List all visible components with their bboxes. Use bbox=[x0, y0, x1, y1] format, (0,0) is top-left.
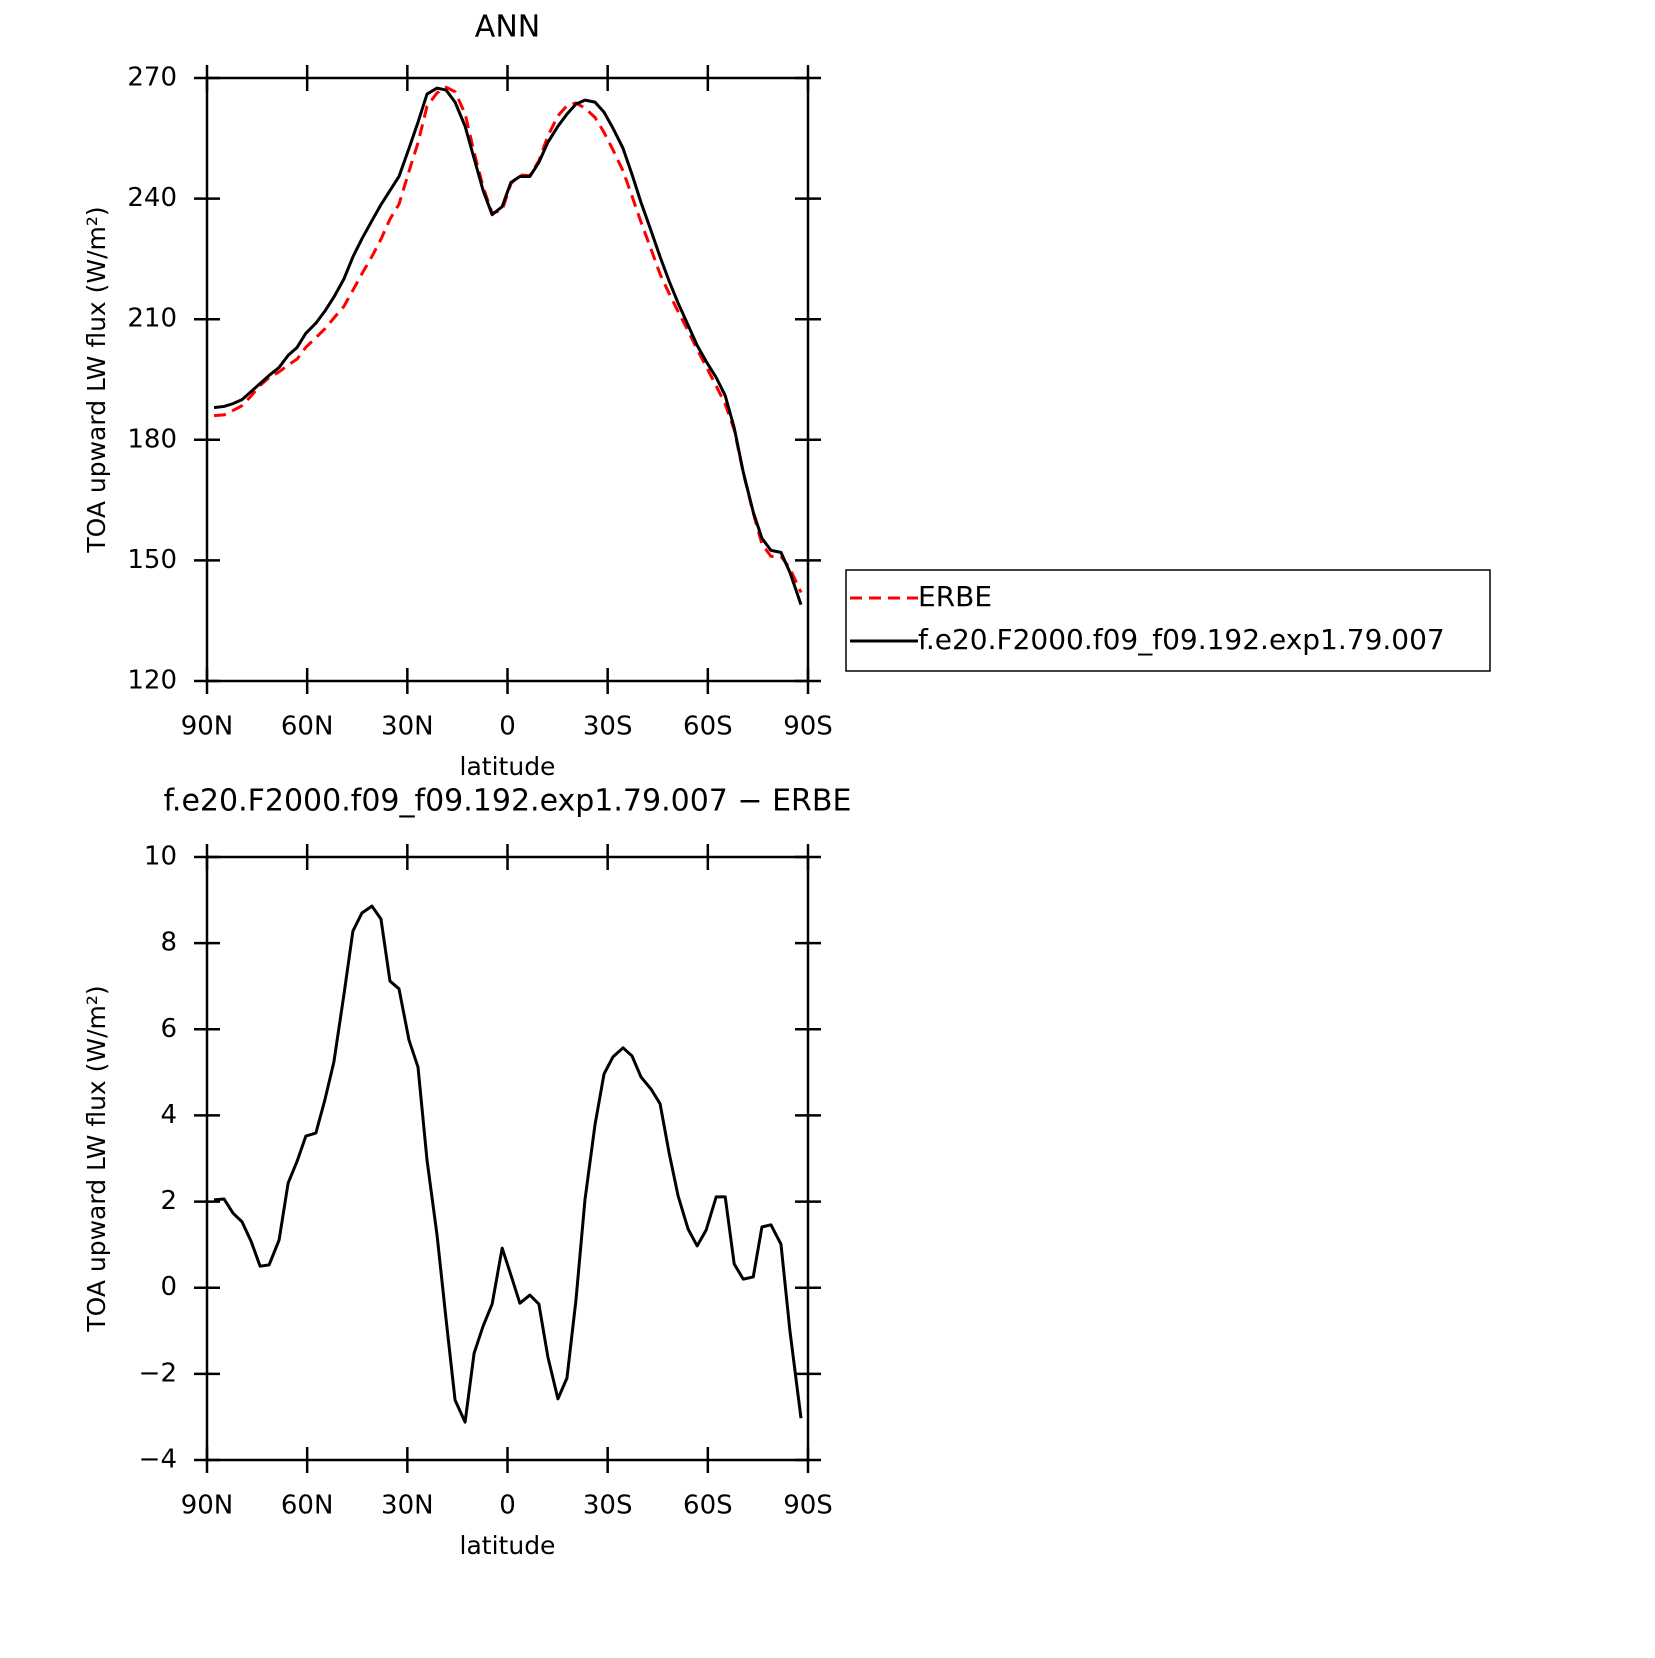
y-tick-label: 120 bbox=[127, 666, 177, 696]
chart-title: f.e20.F2000.f09_f09.192.exp1.79.007 − ER… bbox=[164, 784, 852, 819]
y-tick-label: 150 bbox=[127, 545, 177, 575]
x-tick-label: 60N bbox=[281, 712, 334, 742]
x-axis-title: latitude bbox=[460, 1531, 556, 1560]
plot-frame bbox=[205, 76, 810, 683]
legend-box bbox=[845, 569, 1491, 672]
x-tick-label: 60S bbox=[683, 1491, 733, 1521]
y-tick-label: −2 bbox=[139, 1358, 177, 1388]
x-tick-label: 60N bbox=[281, 1491, 334, 1521]
data-line bbox=[213, 86, 803, 606]
x-tick-label: 90S bbox=[783, 712, 833, 742]
x-tick-label: 30N bbox=[381, 1491, 434, 1521]
y-tick-label: 270 bbox=[127, 63, 177, 93]
legend-label: f.e20.F2000.f09_f09.192.exp1.79.007 bbox=[918, 623, 1445, 656]
legend-label: ERBE bbox=[918, 580, 992, 613]
y-tick-label: 180 bbox=[127, 424, 177, 454]
y-tick-label: 4 bbox=[160, 1100, 177, 1130]
x-tick-label: 90N bbox=[181, 1491, 234, 1521]
x-tick-label: 0 bbox=[499, 1491, 516, 1521]
x-tick-label: 30S bbox=[583, 712, 633, 742]
x-axis-title: latitude bbox=[460, 752, 556, 781]
x-tick-label: 30N bbox=[381, 712, 434, 742]
y-tick-label: 210 bbox=[127, 304, 177, 334]
y-tick-label: 6 bbox=[160, 1014, 177, 1044]
y-tick-label: 10 bbox=[144, 842, 177, 872]
plot-frame bbox=[205, 855, 810, 1462]
x-tick-label: 0 bbox=[499, 712, 516, 742]
chart-title: ANN bbox=[475, 10, 540, 45]
y-tick-label: 240 bbox=[127, 183, 177, 213]
x-tick-label: 90N bbox=[181, 712, 234, 742]
x-tick-label: 60S bbox=[683, 712, 733, 742]
y-tick-label: 0 bbox=[160, 1272, 177, 1302]
y-tick-label: 2 bbox=[160, 1186, 177, 1216]
x-tick-label: 90S bbox=[783, 1491, 833, 1521]
y-axis-title: TOA upward LW flux (W/m²) bbox=[82, 985, 111, 1332]
y-axis-title: TOA upward LW flux (W/m²) bbox=[82, 206, 111, 553]
y-tick-label: −4 bbox=[139, 1445, 177, 1475]
data-line bbox=[213, 904, 803, 1424]
x-tick-label: 30S bbox=[583, 1491, 633, 1521]
y-tick-label: 8 bbox=[160, 928, 177, 958]
